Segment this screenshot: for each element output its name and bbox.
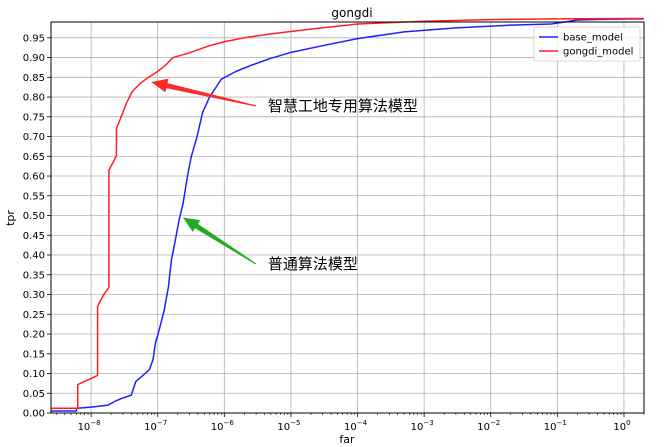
- x-tick-label: 10−8: [78, 419, 101, 433]
- legend-box: [533, 26, 641, 62]
- x-tick-label: 10−5: [277, 419, 300, 433]
- y-tick-label: 0.90: [23, 53, 45, 64]
- y-tick-label: 0.25: [23, 310, 45, 321]
- y-tick-label: 0.75: [23, 112, 45, 123]
- x-tick-label: 100: [613, 419, 630, 433]
- annotation-text-0: 智慧工地专用算法模型: [268, 97, 418, 115]
- y-axis-ticks: 0.00 0.05 0.10 0.15 0.20 0.25 0.30 0.35 0.40 0.45…: [23, 33, 51, 420]
- x-tick-label: 10−4: [344, 419, 368, 433]
- annotation-text-1: 普通算法模型: [268, 255, 358, 273]
- y-tick-label: 0.60: [23, 172, 45, 183]
- y-tick-label: 0.10: [23, 369, 45, 380]
- x-tick-label: 10−7: [144, 419, 167, 433]
- annotation-arrow-0: [151, 78, 256, 107]
- x-tick-label: 10−6: [211, 419, 235, 433]
- y-tick-label: 0.30: [23, 290, 45, 301]
- y-tick-label: 0.20: [23, 330, 45, 341]
- legend-label-base_model: base_model: [563, 33, 623, 44]
- y-tick-label: 0.80: [23, 93, 45, 104]
- x-tick-label: 10−3: [411, 419, 434, 433]
- y-tick-label: 0.40: [23, 251, 45, 262]
- y-tick-label: 0.35: [23, 270, 45, 281]
- legend-label-gongdi_model: gongdi_model: [563, 47, 633, 58]
- y-tick-label: 0.50: [23, 211, 45, 222]
- y-tick-label: 0.85: [23, 73, 45, 84]
- y-tick-label: 0.65: [23, 152, 45, 163]
- series-line-gongdi_model: [51, 17, 645, 410]
- series-lines: [51, 17, 645, 412]
- y-tick-label: 0.55: [23, 191, 45, 202]
- y-tick-label: 0.70: [23, 132, 45, 143]
- y-tick-label: 0.05: [23, 389, 45, 400]
- chart-title: gongdi: [331, 6, 372, 20]
- y-tick-label: 0.15: [23, 349, 45, 360]
- legend: base_model gongdi_model: [533, 26, 641, 62]
- y-axis-label: tpr: [4, 210, 17, 226]
- grid-lines: [51, 22, 644, 414]
- series-line-base_model: [51, 18, 645, 412]
- y-tick-label: 0.95: [23, 33, 45, 44]
- plot-frame: [50, 21, 645, 414]
- x-tick-label: 10−2: [477, 419, 500, 433]
- x-tick-label: 10−1: [544, 419, 567, 433]
- x-axis-ticks: 10−8 10−7 10−6 10−5 10−4 10−3 10−2 10−1 100: [55, 413, 645, 433]
- y-tick-label: 0.45: [23, 231, 45, 242]
- x-axis-label: far: [339, 433, 355, 446]
- y-tick-label: 0.00: [23, 409, 45, 420]
- annotation-arrow-1: [183, 217, 257, 265]
